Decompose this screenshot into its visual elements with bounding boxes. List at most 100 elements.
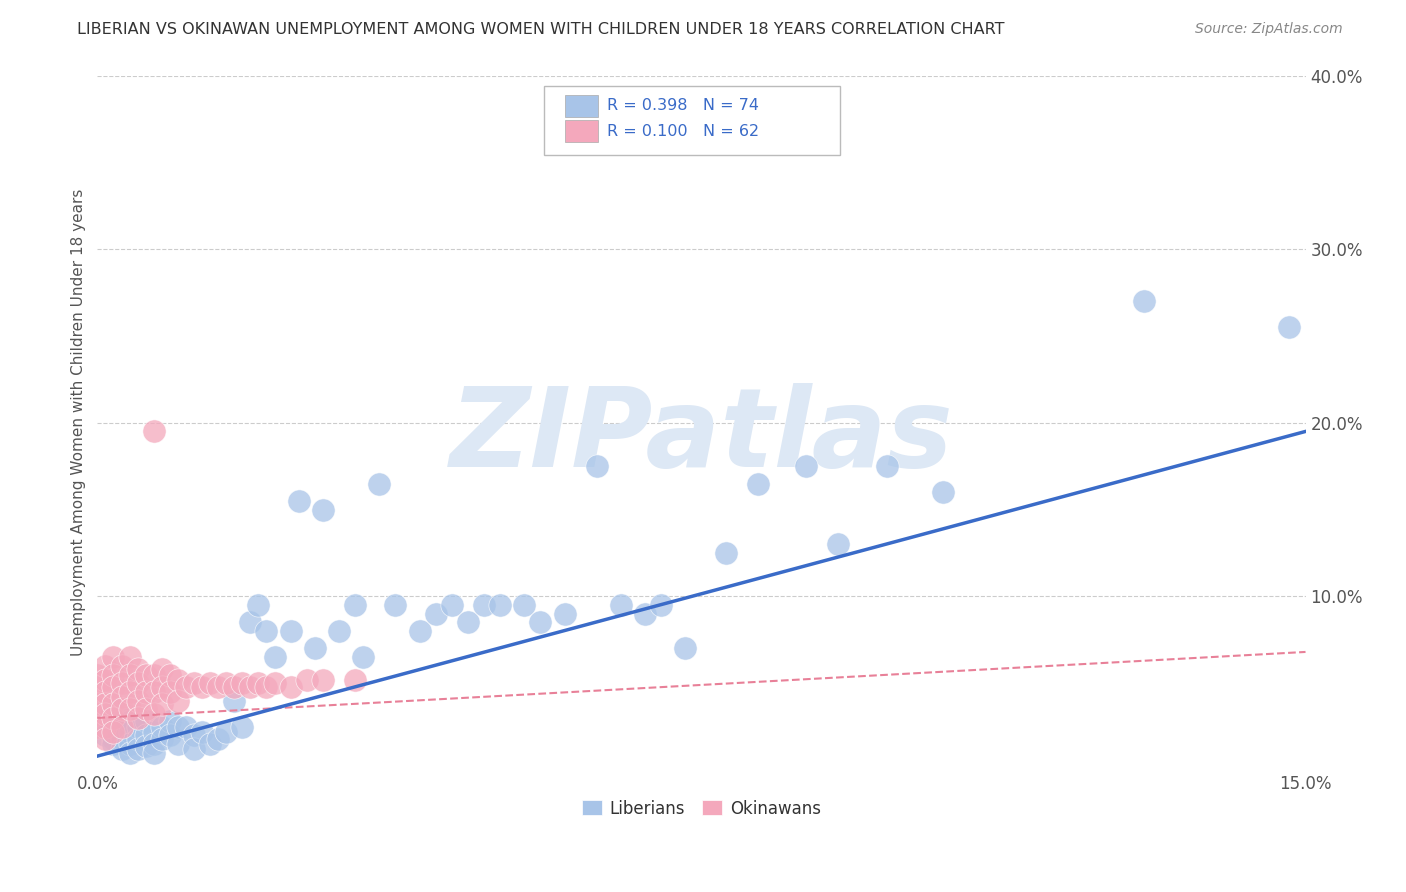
Point [110, 711, 132, 725]
Point [295, 673, 318, 687]
Point [198, 737, 221, 751]
Point [94, 707, 117, 722]
Text: ZIPatlas: ZIPatlas [450, 384, 953, 490]
Point [183, 742, 205, 756]
Point [127, 731, 149, 746]
Point [103, 724, 125, 739]
Point [384, 598, 406, 612]
Text: LIBERIAN VS OKINAWAN UNEMPLOYMENT AMONG WOMEN WITH CHILDREN UNDER 18 YEARS CORRE: LIBERIAN VS OKINAWAN UNEMPLOYMENT AMONG … [77, 22, 1005, 37]
Point [142, 707, 165, 722]
Point [440, 598, 463, 612]
Point [103, 680, 125, 694]
Point [529, 615, 551, 630]
Point [312, 502, 335, 516]
Point [650, 598, 672, 612]
Point [127, 693, 149, 707]
Point [207, 680, 229, 694]
Point [1133, 294, 1156, 309]
Point [94, 711, 117, 725]
Point [231, 720, 253, 734]
Point [747, 476, 769, 491]
Legend: Liberians, Okinawans: Liberians, Okinawans [575, 793, 828, 824]
FancyBboxPatch shape [544, 86, 841, 155]
Point [368, 476, 391, 491]
Point [103, 650, 125, 665]
Point [150, 697, 173, 711]
Point [1278, 320, 1301, 334]
Point [159, 714, 181, 729]
Point [110, 676, 132, 690]
Point [86, 707, 108, 722]
Point [167, 720, 190, 734]
Point [127, 720, 149, 734]
FancyBboxPatch shape [565, 120, 598, 143]
Point [94, 658, 117, 673]
Point [167, 693, 190, 707]
Point [135, 685, 157, 699]
Point [118, 737, 141, 751]
Point [86, 680, 108, 694]
Point [344, 598, 367, 612]
Point [287, 494, 309, 508]
Point [159, 685, 181, 699]
Point [167, 737, 190, 751]
Point [457, 615, 479, 630]
Point [263, 650, 285, 665]
Point [159, 728, 181, 742]
Point [86, 667, 108, 681]
Point [554, 607, 576, 621]
Point [304, 641, 326, 656]
Point [352, 650, 374, 665]
Point [127, 711, 149, 725]
Point [247, 598, 270, 612]
Point [191, 724, 214, 739]
Point [127, 676, 149, 690]
Point [118, 667, 141, 681]
Point [135, 739, 157, 753]
Point [86, 697, 108, 711]
Point [247, 676, 270, 690]
Point [94, 728, 117, 742]
Point [183, 676, 205, 690]
Point [174, 720, 197, 734]
Point [714, 546, 737, 560]
Y-axis label: Unemployment Among Women with Children Under 18 years: Unemployment Among Women with Children U… [72, 189, 86, 657]
Point [94, 685, 117, 699]
Point [94, 731, 117, 746]
Point [585, 459, 607, 474]
Point [159, 667, 181, 681]
Point [472, 598, 495, 612]
Point [215, 724, 238, 739]
Point [94, 697, 117, 711]
Point [256, 680, 278, 694]
Point [110, 690, 132, 704]
Text: Source: ZipAtlas.com: Source: ZipAtlas.com [1195, 22, 1343, 37]
Point [142, 425, 165, 439]
Point [127, 742, 149, 756]
Point [103, 731, 125, 746]
Point [344, 673, 367, 687]
Point [932, 485, 955, 500]
Point [118, 650, 141, 665]
Point [207, 731, 229, 746]
FancyBboxPatch shape [565, 95, 598, 117]
Point [110, 702, 132, 716]
Point [150, 720, 173, 734]
Point [135, 667, 157, 681]
Point [256, 624, 278, 639]
Point [224, 680, 246, 694]
Point [191, 680, 214, 694]
Point [263, 676, 285, 690]
Point [215, 676, 238, 690]
Point [135, 702, 157, 716]
Point [86, 690, 108, 704]
Point [135, 728, 157, 742]
Point [110, 720, 132, 734]
Point [876, 459, 898, 474]
Point [198, 676, 221, 690]
Point [94, 720, 117, 734]
Point [408, 624, 430, 639]
Point [118, 746, 141, 760]
Point [280, 624, 302, 639]
Point [142, 685, 165, 699]
